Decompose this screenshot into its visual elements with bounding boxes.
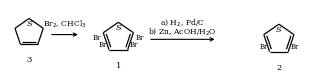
Text: a) H$_2$, Pd/C: a) H$_2$, Pd/C: [160, 17, 205, 28]
Text: Br: Br: [290, 43, 299, 51]
Text: 3: 3: [27, 56, 32, 64]
Text: Br: Br: [259, 43, 268, 51]
Text: 2: 2: [276, 64, 281, 72]
Text: Br: Br: [130, 41, 138, 49]
Text: Br$_2$, CHCl$_3$: Br$_2$, CHCl$_3$: [43, 18, 87, 30]
Text: Br: Br: [99, 41, 107, 49]
Text: S: S: [115, 24, 121, 32]
Text: S: S: [26, 20, 32, 28]
Text: Br: Br: [135, 34, 144, 42]
Text: Br: Br: [93, 34, 101, 42]
Text: b) Zn, AcOH/H$_2$O: b) Zn, AcOH/H$_2$O: [149, 26, 217, 37]
Text: 1: 1: [116, 62, 121, 70]
Text: S: S: [276, 26, 282, 34]
